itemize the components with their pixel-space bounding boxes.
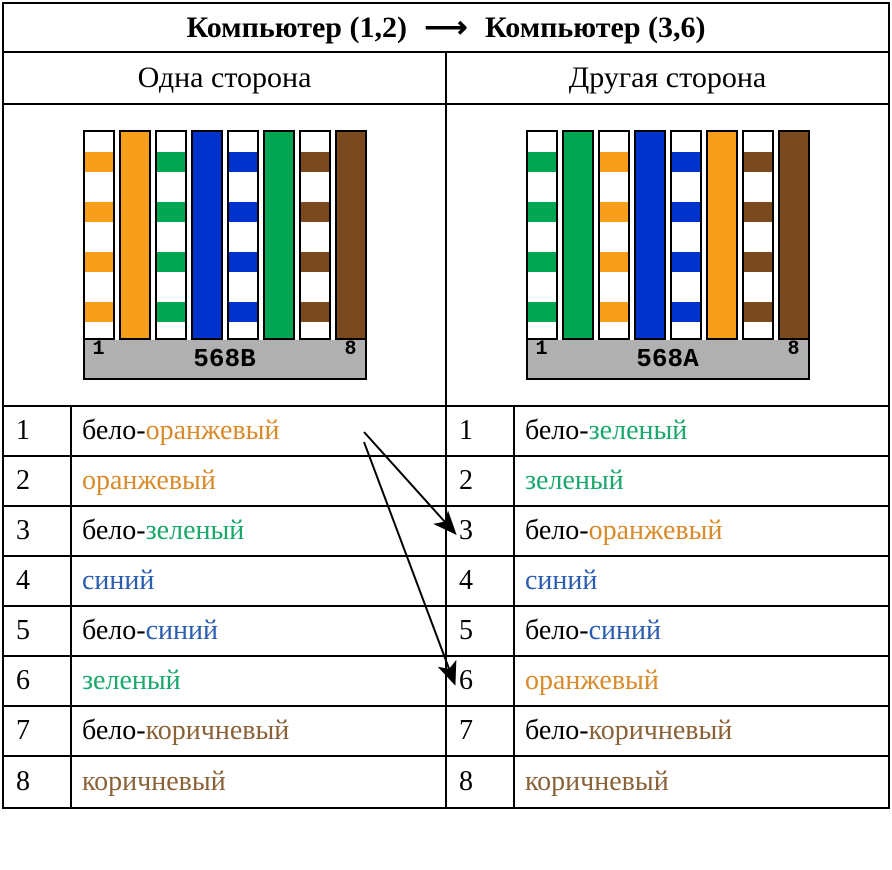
- pin-number: 2: [4, 457, 72, 505]
- pin-number: 5: [4, 607, 72, 655]
- pinout-table: Компьютер (1,2) ⟶ Компьютер (3,6) Одна с…: [2, 2, 890, 809]
- pin-number: 8: [447, 757, 515, 807]
- standard-label: 568B: [193, 344, 255, 374]
- connector-base: 1 568A 8: [526, 340, 810, 380]
- wire: [742, 130, 774, 340]
- color-name-right: оранжевый: [515, 657, 888, 705]
- pin-number: 1: [4, 407, 72, 455]
- color-name-left: коричневый: [72, 757, 447, 807]
- subtitle-left: Одна сторона: [4, 53, 447, 103]
- color-name-left: бело-синий: [72, 607, 447, 655]
- wires: [83, 130, 367, 340]
- color-name-right: бело-зеленый: [515, 407, 888, 455]
- wire: [263, 130, 295, 340]
- title-left: Компьютер (1,2): [186, 11, 407, 44]
- table-row: 4синий4синий: [4, 557, 888, 607]
- pin-number: 3: [447, 507, 515, 555]
- title-row: Компьютер (1,2) ⟶ Компьютер (3,6): [4, 4, 888, 53]
- color-name-left: синий: [72, 557, 447, 605]
- pin-number: 6: [4, 657, 72, 705]
- wire: [706, 130, 738, 340]
- table-row: 2оранжевый2зеленый: [4, 457, 888, 507]
- color-name-right: бело-коричневый: [515, 707, 888, 755]
- color-name-right: бело-синий: [515, 607, 888, 655]
- pin-number: 5: [447, 607, 515, 655]
- wire: [83, 130, 115, 340]
- color-name-left: бело-зеленый: [72, 507, 447, 555]
- title-cell: Компьютер (1,2) ⟶ Компьютер (3,6): [4, 4, 888, 51]
- connector-left-cell: 1 568B 8: [4, 105, 447, 405]
- standard-label: 568A: [636, 344, 698, 374]
- table-row: 5бело-синий5бело-синий: [4, 607, 888, 657]
- color-list: 1бело-оранжевый1бело-зеленый2оранжевый2з…: [4, 407, 888, 807]
- wire: [670, 130, 702, 340]
- pin-number: 4: [447, 557, 515, 605]
- arrow-icon: ⟶: [414, 11, 477, 44]
- pin-number: 6: [447, 657, 515, 705]
- color-name-right: синий: [515, 557, 888, 605]
- diagram-row: 1 568B 8 1 568A 8: [4, 105, 888, 407]
- table-row: 8коричневый8коричневый: [4, 757, 888, 807]
- pin-number: 7: [4, 707, 72, 755]
- wire: [598, 130, 630, 340]
- pin-1-label: 1: [93, 338, 105, 361]
- color-name-left: бело-коричневый: [72, 707, 447, 755]
- color-name-right: зеленый: [515, 457, 888, 505]
- color-name-left: оранжевый: [72, 457, 447, 505]
- wire: [634, 130, 666, 340]
- pin-number: 4: [4, 557, 72, 605]
- connector-568a: 1 568A 8: [526, 130, 810, 380]
- wire: [562, 130, 594, 340]
- wire: [335, 130, 367, 340]
- wire: [299, 130, 331, 340]
- wire: [778, 130, 810, 340]
- pin-number: 8: [4, 757, 72, 807]
- table-row: 7бело-коричневый7бело-коричневый: [4, 707, 888, 757]
- color-name-left: бело-оранжевый: [72, 407, 447, 455]
- connector-right-cell: 1 568A 8: [447, 105, 888, 405]
- wire: [191, 130, 223, 340]
- wires: [526, 130, 810, 340]
- title-right: Компьютер (3,6): [485, 11, 706, 44]
- pin-number: 1: [447, 407, 515, 455]
- pin-number: 2: [447, 457, 515, 505]
- connector-base: 1 568B 8: [83, 340, 367, 380]
- pin-number: 7: [447, 707, 515, 755]
- color-name-left: зеленый: [72, 657, 447, 705]
- table-row: 3бело-зеленый3бело-оранжевый: [4, 507, 888, 557]
- pin-number: 3: [4, 507, 72, 555]
- connector-568b: 1 568B 8: [83, 130, 367, 380]
- wire: [119, 130, 151, 340]
- table-row: 1бело-оранжевый1бело-зеленый: [4, 407, 888, 457]
- pin-1-label: 1: [536, 338, 548, 361]
- subtitle-row: Одна сторона Другая сторона: [4, 53, 888, 105]
- wire: [526, 130, 558, 340]
- color-name-right: коричневый: [515, 757, 888, 807]
- table-row: 6зеленый6оранжевый: [4, 657, 888, 707]
- subtitle-right: Другая сторона: [447, 53, 888, 103]
- color-name-right: бело-оранжевый: [515, 507, 888, 555]
- wire: [155, 130, 187, 340]
- wire: [227, 130, 259, 340]
- pin-8-label: 8: [787, 338, 799, 361]
- pin-8-label: 8: [344, 338, 356, 361]
